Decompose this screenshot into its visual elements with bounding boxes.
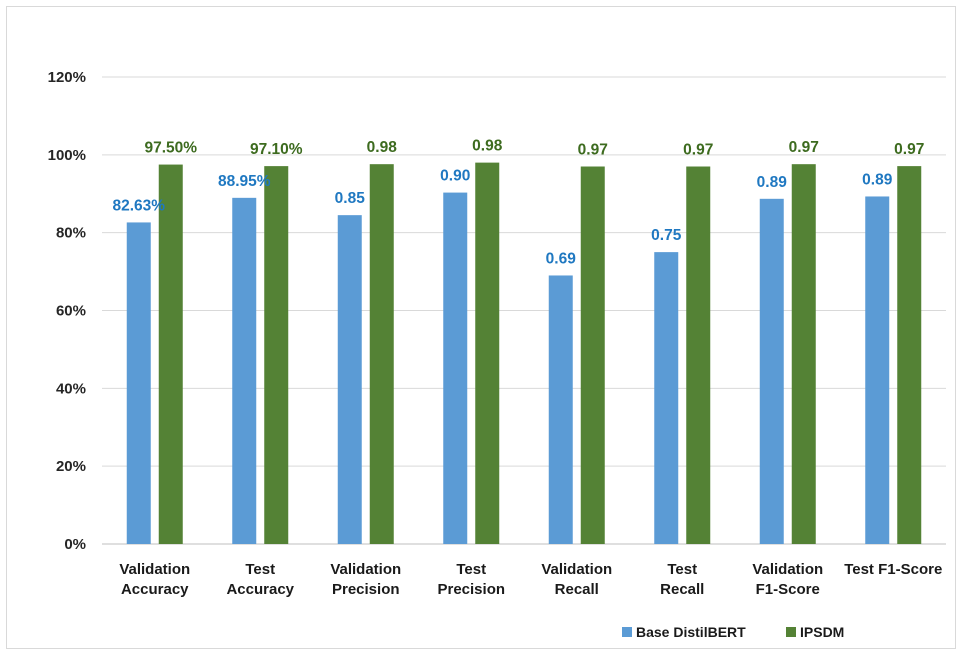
bar: [337, 215, 362, 544]
data-labels: 82.63%97.50%88.95%97.10%0.850.980.900.98…: [112, 138, 924, 268]
data-label: 0.97: [683, 142, 713, 159]
y-axis-tick-labels: 0% 20% 40% 60% 80% 100% 120%: [48, 69, 86, 553]
data-label: 0.90: [440, 168, 470, 185]
data-label: 0.85: [335, 190, 366, 207]
category-label-line: Recall: [555, 581, 599, 598]
bar: [654, 252, 679, 544]
category-label: Test F1-Score: [844, 561, 942, 578]
data-label: 82.63%: [112, 197, 165, 214]
category-label-line: Accuracy: [226, 581, 294, 598]
data-label: 0.97: [894, 141, 924, 158]
bar: [158, 164, 183, 544]
data-label: 0.75: [651, 227, 682, 244]
category-label-line: Validation: [752, 561, 823, 578]
bar: [791, 164, 816, 544]
legend-label: Base DistilBERT: [636, 624, 746, 640]
data-label: 0.89: [862, 171, 893, 188]
bars: [126, 162, 922, 544]
bar: [369, 164, 394, 544]
data-label: 0.97: [578, 142, 608, 159]
category-label-line: Test F1-Score: [844, 561, 942, 578]
data-label: 0.98: [472, 138, 503, 155]
category-label-line: Recall: [660, 581, 704, 598]
bar: [264, 166, 289, 544]
bar: [126, 222, 151, 544]
category-label-line: Test: [456, 561, 486, 578]
category-label: Test Accuracy: [226, 561, 294, 598]
legend-swatch: [622, 627, 632, 637]
data-label: 0.97: [789, 139, 819, 156]
category-label: Validation Accuracy: [119, 561, 190, 598]
y-tick-label: 0%: [64, 536, 86, 553]
y-tick-label: 80%: [56, 225, 86, 242]
category-label: Validation Precision: [330, 561, 401, 598]
y-tick-label: 100%: [48, 147, 86, 164]
category-label-line: Validation: [119, 561, 190, 578]
y-tick-label: 120%: [48, 69, 86, 86]
bar: [232, 197, 257, 544]
data-label: 88.95%: [218, 173, 271, 190]
bar: [548, 275, 573, 544]
bar: [897, 166, 922, 544]
legend-label: IPSDM: [800, 624, 844, 640]
category-label-line: Validation: [541, 561, 612, 578]
data-label: 0.69: [546, 250, 577, 267]
gridlines: [102, 76, 946, 545]
category-label-line: Validation: [330, 561, 401, 578]
category-label-line: F1-Score: [756, 581, 820, 598]
y-tick-label: 20%: [56, 458, 86, 475]
category-label-line: Test: [667, 561, 697, 578]
category-label: Validation F1-Score: [752, 561, 823, 598]
data-label: 97.10%: [250, 141, 303, 158]
y-tick-label: 40%: [56, 380, 86, 397]
category-label-line: Accuracy: [121, 581, 189, 598]
bar: [686, 166, 711, 544]
bar: [475, 162, 500, 544]
bar: [759, 198, 784, 544]
data-label: 0.89: [757, 174, 788, 191]
data-label: 0.98: [367, 139, 398, 156]
data-label: 97.50%: [144, 140, 197, 157]
bar: [580, 166, 605, 544]
legend-swatch: [786, 627, 796, 637]
category-label: Test Recall: [660, 561, 704, 598]
category-label-line: Precision: [332, 581, 400, 598]
category-label: Validation Recall: [541, 561, 612, 598]
category-label-line: Precision: [437, 581, 505, 598]
legend: Base DistilBERT IPSDM: [622, 624, 844, 640]
y-tick-label: 60%: [56, 303, 86, 320]
bar: [443, 192, 468, 544]
category-label-line: Test: [245, 561, 275, 578]
bar: [865, 196, 890, 544]
category-label: Test Precision: [437, 561, 505, 598]
